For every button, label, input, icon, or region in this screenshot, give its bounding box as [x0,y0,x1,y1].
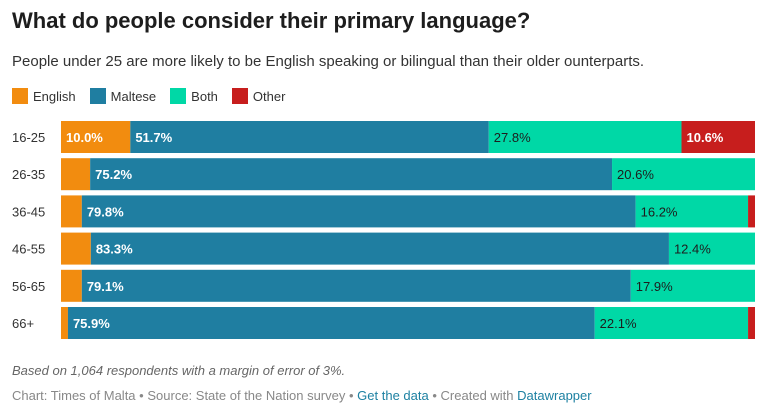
footer: Chart: Times of Malta • Source: State of… [12,388,592,403]
bar-row: 26-35 75.2% 20.6% [12,158,755,191]
legend-swatch-english [12,88,28,104]
bar-segment-other [681,121,755,153]
bar-segment-maltese [81,269,631,302]
category-label: 46-55 [12,242,45,257]
data-label: 10.6% [687,130,724,145]
footer-separator: • [348,388,354,403]
legend-label-other: Other [252,88,286,104]
legend: English Maltese Both Other [12,88,299,104]
bar-segment-english [61,232,91,265]
data-label: 17.9% [636,279,673,294]
data-label: 75.2% [95,167,132,182]
category-label: 36-45 [12,204,45,219]
data-label: 75.9% [73,316,110,331]
category-label: 16-25 [12,130,45,145]
legend-swatch-both [170,88,187,104]
data-label: 79.1% [87,279,124,294]
footnote: Based on 1,064 respondents with a margin… [12,363,346,378]
datawrapper-link[interactable]: Datawrapper [517,388,592,403]
legend-label-maltese: Maltese [110,88,157,104]
bar-segment-english [61,195,82,228]
bar-row: 36-45 79.8% 16.2% [12,195,755,228]
bar-segment-maltese [90,158,613,191]
legend-swatch-other [231,88,248,104]
bar-row: 56-65 79.1% 17.9% [12,269,755,302]
bar-segment-maltese [67,307,595,339]
get-the-data-link[interactable]: Get the data [357,388,429,403]
bar-segment-both [668,232,755,265]
bar-row: 46-55 83.3% 12.4% [12,232,755,265]
bar-segment-english [61,121,131,153]
bar-segment-maltese [81,195,636,228]
data-label: 79.8% [87,204,124,219]
footer-separator: • [139,388,144,403]
bar-segment-other [748,307,755,339]
legend-swatch-maltese [89,88,106,104]
footer-chart-credit: Chart: Times of Malta [12,388,136,403]
data-label: 10.0% [66,130,103,145]
category-label: 66+ [12,316,34,331]
bar-segment-both [488,121,682,153]
bar-segment-maltese [90,232,669,265]
footer-created-with: Created with [440,388,514,403]
bar-row: 16-25 10.0% 51.7% 27.8% 10.6% [12,121,755,153]
bar-segment-both [635,195,749,228]
data-label: 27.8% [494,130,531,145]
legend-label-english: English [33,88,76,104]
data-label: 16.2% [641,204,678,219]
legend-item-other: Other [231,88,286,104]
category-label: 26-35 [12,167,45,182]
bar-segment-both [594,307,749,339]
chart-subtitle: People under 25 are more likely to be En… [12,53,645,70]
bar-row: 66+ 75.9% 22.1% [12,307,755,339]
data-label: 22.1% [600,316,637,331]
chart-title: What do people consider their primary la… [12,8,531,33]
data-label: 83.3% [96,242,133,257]
data-label: 20.6% [617,167,654,182]
bar-segment-both [630,269,755,302]
category-label: 56-65 [12,279,45,294]
bar-segment-english [61,269,82,302]
footer-source: Source: State of the Nation survey [147,388,346,403]
legend-item-english: English [12,88,76,104]
bar-segment-both [612,158,755,191]
data-label: 51.7% [135,130,172,145]
data-label: 12.4% [674,242,711,257]
legend-label-both: Both [191,88,218,104]
bar-segment-english [61,158,91,191]
legend-item-both: Both [170,88,218,104]
bar-segment-maltese [130,121,489,153]
bar-segment-other [748,195,755,228]
bar-segment-english [61,307,68,339]
footer-separator: • [432,388,437,403]
legend-item-maltese: Maltese [89,88,157,104]
